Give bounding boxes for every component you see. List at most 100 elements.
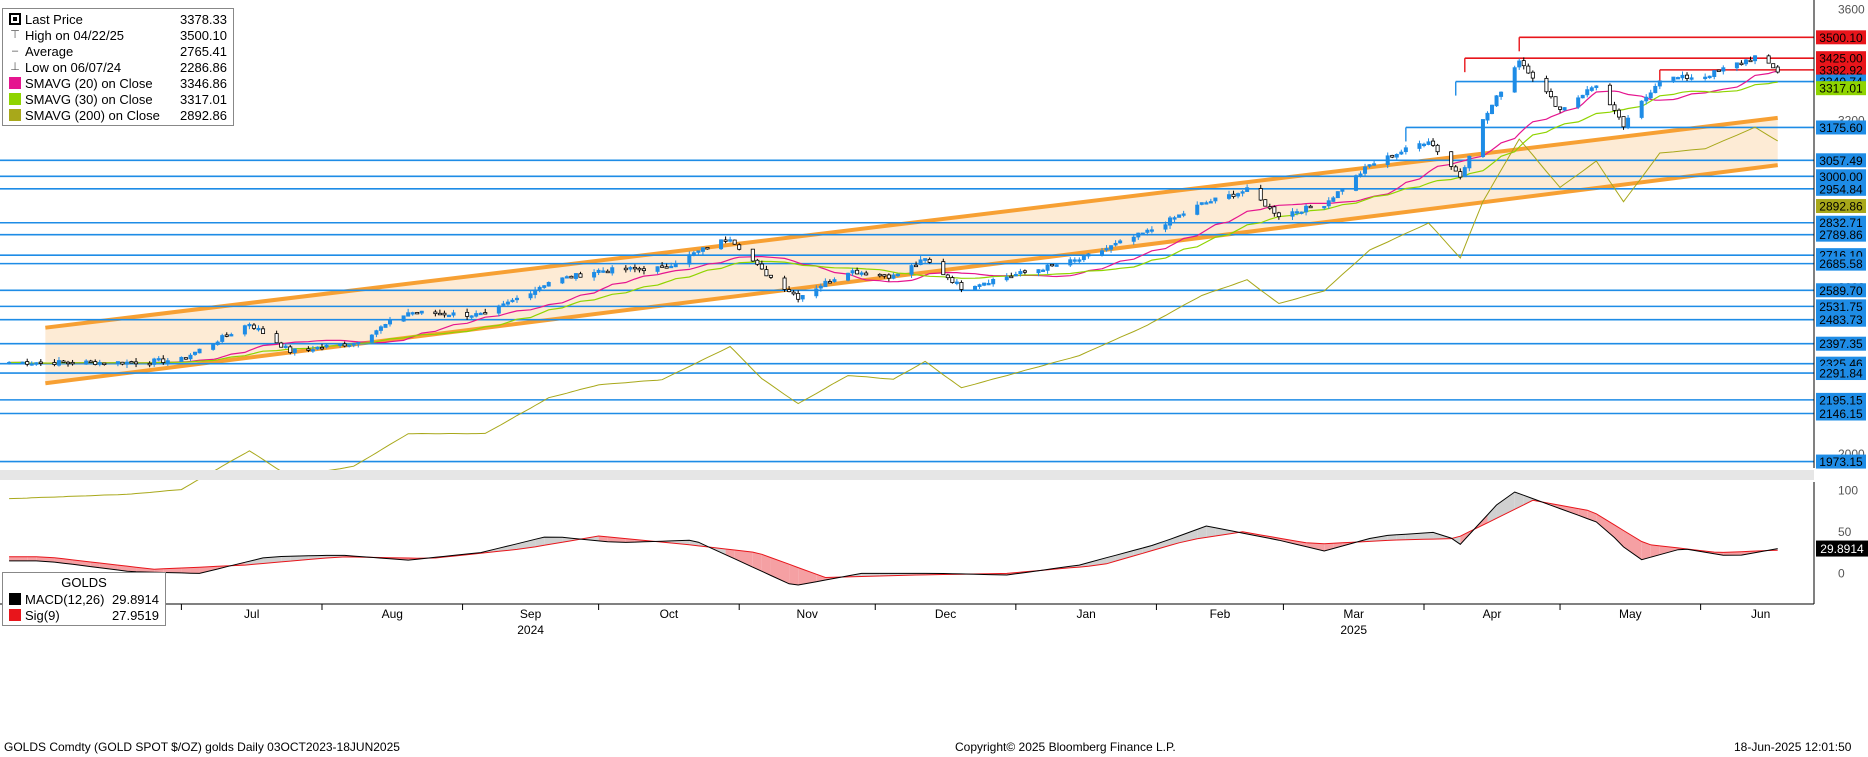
candle bbox=[973, 285, 978, 291]
legend-row: ⊥ Low on 06/07/24 2286.86 bbox=[3, 59, 233, 75]
candle bbox=[1485, 111, 1490, 124]
candle-body bbox=[1263, 199, 1268, 207]
candle bbox=[1195, 201, 1200, 216]
candle bbox=[401, 315, 406, 322]
candle bbox=[569, 275, 574, 279]
candle-body bbox=[1517, 60, 1522, 68]
price-tick-label: 3600 bbox=[1838, 3, 1865, 17]
candle-body bbox=[991, 279, 996, 285]
candle-body bbox=[927, 258, 932, 263]
candle-body bbox=[850, 270, 855, 274]
macd-divergence-fill bbox=[1659, 545, 1678, 555]
candle bbox=[61, 359, 66, 363]
candle bbox=[378, 325, 383, 334]
candle-body bbox=[1721, 67, 1726, 72]
candle-body bbox=[1621, 116, 1626, 128]
candle-body bbox=[283, 345, 288, 348]
candle-body bbox=[1521, 60, 1526, 67]
candle-body bbox=[1226, 194, 1231, 199]
candle-body bbox=[1145, 229, 1150, 233]
candle bbox=[1458, 168, 1463, 180]
macd-divergence-fill bbox=[734, 550, 753, 568]
candle bbox=[292, 348, 297, 356]
candle-body bbox=[560, 277, 565, 284]
macd-divergence-fill bbox=[1741, 551, 1751, 556]
candle bbox=[1372, 159, 1377, 166]
candle bbox=[768, 274, 773, 279]
candle-body bbox=[66, 361, 71, 365]
macd-divergence-fill bbox=[253, 557, 264, 565]
candle bbox=[592, 269, 597, 281]
candle bbox=[1331, 196, 1336, 203]
candle-body bbox=[465, 311, 470, 317]
macd-divergence-fill bbox=[1115, 550, 1134, 562]
price-tag-label: 3057.49 bbox=[1819, 154, 1863, 168]
candle-body bbox=[823, 280, 828, 288]
candle-body bbox=[1390, 154, 1395, 158]
candle-body bbox=[1480, 119, 1485, 158]
candle-body bbox=[1612, 104, 1617, 111]
legend-value: 2892.86 bbox=[180, 107, 227, 123]
macd-legend-label: Sig(9) bbox=[25, 607, 60, 623]
candle bbox=[1394, 153, 1399, 161]
candle bbox=[347, 344, 352, 348]
candle-body bbox=[1131, 236, 1136, 242]
candle bbox=[102, 362, 107, 366]
candle bbox=[406, 308, 411, 317]
candle bbox=[1499, 91, 1504, 100]
candle bbox=[1748, 56, 1753, 63]
candle bbox=[1712, 70, 1717, 80]
candle bbox=[764, 265, 769, 277]
price-tag: 1973.15 bbox=[1816, 454, 1866, 469]
candle-body bbox=[1081, 255, 1086, 261]
macd-divergence-fill bbox=[27, 556, 37, 561]
candle-body bbox=[691, 252, 696, 255]
macd-divergence-fill bbox=[1369, 535, 1388, 542]
candle bbox=[1562, 107, 1567, 111]
month-label: Feb bbox=[1210, 607, 1231, 621]
macd-legend-row: Sig(9) 27.9519 bbox=[3, 607, 165, 623]
candle-body bbox=[61, 360, 66, 363]
price-tag: 3425.00 bbox=[1816, 51, 1866, 66]
legend-label: Low on 06/07/24 bbox=[25, 59, 122, 75]
candle bbox=[1607, 83, 1612, 106]
price-tag-box bbox=[1816, 62, 1866, 77]
candle bbox=[573, 273, 578, 281]
candle bbox=[1462, 165, 1467, 178]
candle-body bbox=[1639, 100, 1644, 118]
candle bbox=[442, 310, 447, 318]
candle bbox=[1304, 204, 1309, 216]
candle bbox=[193, 351, 198, 356]
candle-body bbox=[1671, 76, 1676, 81]
price-tag-label: 2146.15 bbox=[1819, 407, 1863, 421]
low-marker-icon: ⊥ bbox=[10, 61, 20, 73]
candle-body bbox=[1295, 211, 1300, 214]
candle bbox=[1467, 155, 1472, 172]
candle bbox=[1213, 197, 1218, 204]
series-color-swatch-icon bbox=[9, 93, 21, 105]
price-tag-box bbox=[1816, 392, 1866, 407]
price-tag-label: 2954.84 bbox=[1819, 182, 1863, 196]
macd-divergence-fill bbox=[190, 567, 200, 574]
series-color-swatch-icon bbox=[9, 593, 21, 605]
price-tag-label: 2397.35 bbox=[1819, 337, 1863, 351]
macd-divergence-fill bbox=[671, 540, 690, 545]
macd-legend-label: MACD(12,26) bbox=[25, 591, 105, 607]
candle bbox=[1100, 247, 1105, 257]
candle-body bbox=[800, 295, 805, 300]
candle-body bbox=[1204, 202, 1209, 205]
candle bbox=[542, 285, 547, 289]
candle bbox=[977, 283, 982, 289]
candle bbox=[986, 279, 991, 286]
legend-label: Last Price bbox=[25, 11, 83, 27]
price-tag: 3317.01 bbox=[1816, 81, 1866, 96]
candle bbox=[514, 295, 519, 303]
candle bbox=[279, 341, 284, 348]
candle-body bbox=[1499, 91, 1504, 97]
candle bbox=[800, 295, 805, 302]
footer-left: GOLDS Comdty (GOLD SPOT $/OZ) golds Dail… bbox=[4, 740, 400, 754]
candle bbox=[846, 272, 851, 282]
macd-divergence-fill bbox=[154, 568, 164, 573]
candle-body bbox=[374, 330, 379, 335]
